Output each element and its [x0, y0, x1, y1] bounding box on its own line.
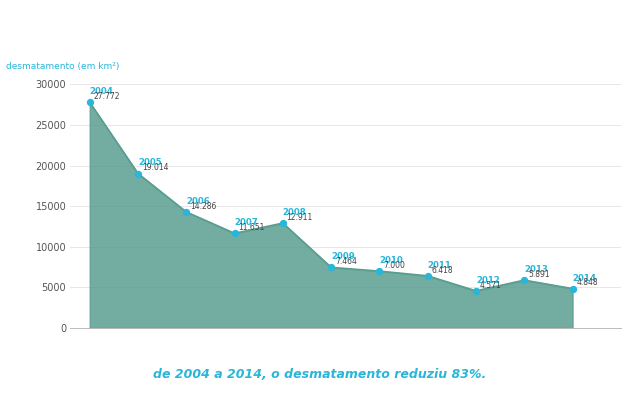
Point — [568, 286, 578, 292]
Text: 2011: 2011 — [428, 261, 452, 270]
Point — [471, 288, 481, 294]
Text: 2010: 2010 — [380, 256, 403, 265]
Text: 5.891: 5.891 — [528, 270, 550, 279]
Text: 19.014: 19.014 — [142, 163, 168, 172]
Point — [422, 273, 433, 279]
Text: desmatamento (em km²): desmatamento (em km²) — [6, 62, 120, 71]
Point — [181, 209, 191, 215]
Text: 27.772: 27.772 — [93, 92, 120, 101]
Text: 14.286: 14.286 — [190, 202, 216, 211]
Point — [278, 220, 288, 226]
Text: DESMATAMENTO DA AMAZÔNIA: DESMATAMENTO DA AMAZÔNIA — [172, 16, 468, 34]
Text: 2009: 2009 — [331, 252, 355, 261]
Text: 12.911: 12.911 — [287, 213, 313, 222]
Text: 2012: 2012 — [476, 276, 500, 285]
Point — [229, 230, 239, 236]
Text: 11.651: 11.651 — [239, 223, 265, 232]
Text: 7.000: 7.000 — [383, 261, 405, 270]
Text: 2013: 2013 — [524, 265, 548, 274]
Text: 2007: 2007 — [234, 218, 259, 227]
Point — [133, 170, 143, 177]
Point — [326, 264, 336, 270]
Text: 4.848: 4.848 — [577, 278, 598, 287]
Text: 7.464: 7.464 — [335, 257, 357, 266]
Text: 4.571: 4.571 — [480, 281, 502, 290]
Text: de 2004 a 2014, o desmatamento reduziu 83%.: de 2004 a 2014, o desmatamento reduziu 8… — [154, 368, 486, 380]
Text: 2005: 2005 — [138, 158, 162, 168]
Text: 2006: 2006 — [186, 197, 210, 206]
Text: 2014: 2014 — [573, 274, 596, 282]
Text: 2008: 2008 — [283, 208, 307, 217]
Point — [84, 99, 95, 106]
Point — [374, 268, 385, 274]
Text: 2004: 2004 — [90, 87, 113, 96]
Text: 6.418: 6.418 — [431, 266, 453, 275]
Point — [519, 277, 529, 283]
